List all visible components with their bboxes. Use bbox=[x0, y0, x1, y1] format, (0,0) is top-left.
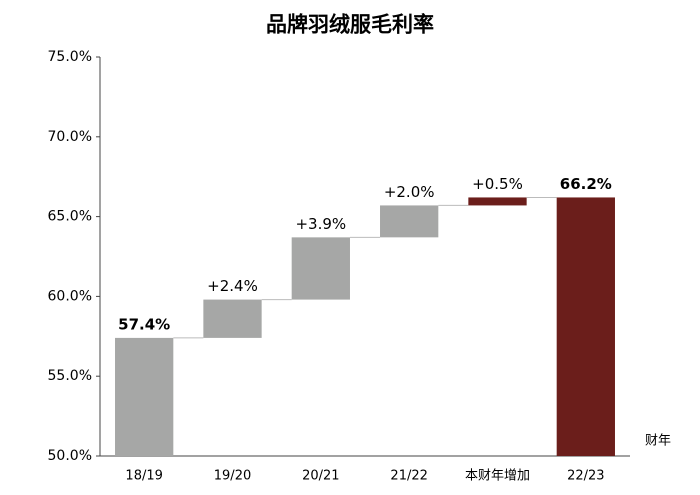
y-tick-label: 55.0% bbox=[48, 368, 92, 384]
x-tick-label: 18/19 bbox=[125, 469, 162, 484]
bar bbox=[380, 205, 439, 238]
y-tick-label: 50.0% bbox=[48, 448, 92, 464]
bar bbox=[115, 337, 174, 456]
value-label: +0.5% bbox=[472, 175, 523, 193]
bar bbox=[468, 197, 527, 206]
x-tick-label: 本财年增加 bbox=[465, 469, 530, 484]
bar bbox=[203, 299, 262, 338]
value-label: 66.2% bbox=[560, 175, 612, 193]
bar bbox=[556, 197, 615, 456]
value-label: 57.4% bbox=[118, 315, 170, 333]
value-label: +2.0% bbox=[384, 183, 435, 201]
x-axis-label: 财年 bbox=[645, 434, 671, 449]
x-tick-label: 19/20 bbox=[214, 469, 251, 484]
x-tick-label: 20/21 bbox=[302, 469, 339, 484]
value-label: +2.4% bbox=[207, 277, 258, 295]
x-tick-label: 22/23 bbox=[567, 469, 604, 484]
bar bbox=[291, 237, 350, 300]
chart-title: 品牌羽绒服毛利率 bbox=[266, 12, 434, 37]
y-tick-label: 70.0% bbox=[48, 129, 92, 145]
y-tick-label: 75.0% bbox=[48, 49, 92, 65]
value-label: +3.9% bbox=[295, 215, 346, 233]
x-tick-label: 21/22 bbox=[390, 469, 427, 484]
y-tick-label: 60.0% bbox=[48, 288, 92, 304]
y-tick-label: 65.0% bbox=[48, 209, 92, 225]
